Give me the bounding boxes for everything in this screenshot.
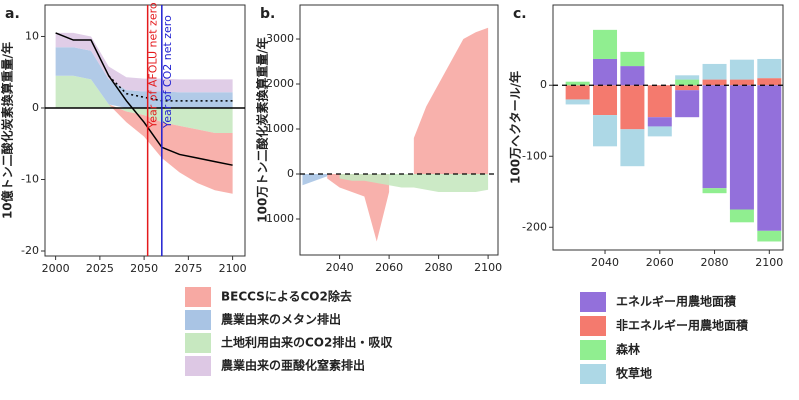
- line: [108, 75, 233, 102]
- y-axis-label: 100万トン二酸化炭素換算重量/年: [255, 37, 270, 222]
- bar: [593, 85, 618, 116]
- bar: [675, 75, 700, 80]
- bar: [647, 126, 672, 137]
- y-tick-label: -20: [21, 244, 39, 257]
- bar: [702, 79, 727, 86]
- bar: [757, 85, 782, 231]
- x-tick-label: 2060: [646, 256, 674, 269]
- x-tick-label: 2080: [425, 261, 453, 274]
- y-tick-label: 0: [32, 101, 39, 114]
- y-axis-label: 100万ヘクタール/年: [508, 71, 523, 184]
- area: [55, 47, 233, 108]
- bar: [565, 85, 590, 100]
- y-tick-label: -200: [522, 220, 547, 233]
- bar: [593, 29, 618, 59]
- bar: [675, 85, 700, 91]
- legend-label: BECCSによるCO2除去: [221, 289, 352, 304]
- marker-label: Year of AFOLU net zero: [147, 2, 160, 129]
- panel-label: b.: [260, 6, 275, 22]
- x-tick-label: 2080: [701, 256, 729, 269]
- bar: [620, 129, 645, 167]
- legend-swatch: [185, 310, 211, 330]
- x-tick-label: 2060: [375, 261, 403, 274]
- legend-label: 農業由来の亜酸化窒素排出: [221, 358, 365, 373]
- legend-label: 非エネルギー用農地面積: [616, 318, 749, 333]
- legend-label: 牧草地: [616, 366, 652, 381]
- bar: [675, 90, 700, 118]
- area: [55, 32, 233, 93]
- y-tick-label: 1000: [266, 212, 294, 225]
- bar: [593, 58, 618, 86]
- y-tick-label: 0: [540, 78, 547, 91]
- bar: [729, 79, 754, 86]
- bar: [565, 99, 590, 105]
- x-tick-label: 2075: [174, 262, 202, 275]
- y-tick-label: -100: [522, 149, 547, 162]
- x-tick-label: 2040: [326, 261, 354, 274]
- panel-label: c.: [513, 6, 527, 22]
- legend-swatch: [580, 340, 606, 360]
- area: [327, 27, 489, 242]
- bar: [647, 85, 672, 118]
- x-tick-label: 2000: [42, 262, 70, 275]
- bar: [729, 209, 754, 223]
- legend-label: 森林: [616, 342, 640, 357]
- legend-swatch: [185, 356, 211, 376]
- x-tick-label: 2040: [591, 256, 619, 269]
- y-tick-label: 1000: [266, 122, 294, 135]
- panel-label: a.: [5, 6, 20, 22]
- bar: [757, 78, 782, 86]
- bar: [729, 85, 754, 210]
- legend-label: エネルギー用農地面積: [616, 294, 737, 309]
- line: [55, 32, 233, 166]
- x-tick-label: 2100: [219, 262, 247, 275]
- bar: [702, 85, 727, 189]
- x-tick-label: 2050: [130, 262, 158, 275]
- area: [302, 174, 328, 186]
- bar: [757, 58, 782, 79]
- legend-label: 農業由来のメタン排出: [221, 312, 341, 327]
- bar: [647, 117, 672, 127]
- x-tick-label: 2100: [755, 256, 783, 269]
- area: [339, 174, 489, 193]
- bar: [620, 66, 645, 86]
- area: [55, 75, 233, 194]
- bar: [593, 115, 618, 147]
- legend-swatch: [185, 287, 211, 307]
- legend-label: 土地利用由来のCO2排出・吸収: [221, 335, 393, 350]
- bar: [620, 51, 645, 67]
- y-tick-label: 10: [25, 29, 39, 42]
- bar: [565, 81, 590, 86]
- area: [55, 75, 233, 134]
- y-tick-label: 3000: [266, 32, 294, 45]
- y-tick-label: 2000: [266, 77, 294, 90]
- bar: [757, 230, 782, 242]
- bar: [702, 63, 727, 80]
- y-tick-label: 0: [287, 167, 294, 180]
- legend-swatch: [580, 292, 606, 312]
- y-tick-label: -10: [21, 172, 39, 185]
- marker-label: Year of CO2 net zero: [161, 15, 174, 129]
- x-tick-label: 2025: [86, 262, 114, 275]
- bar: [675, 79, 700, 86]
- bar: [620, 85, 645, 130]
- legend-swatch: [580, 316, 606, 336]
- legend-swatch: [580, 364, 606, 384]
- bar: [702, 188, 727, 194]
- x-tick-label: 2100: [474, 261, 502, 274]
- bar: [729, 59, 754, 80]
- legend-swatch: [185, 333, 211, 353]
- y-axis-label: 10億トン二酸化炭素換算重量/年: [0, 42, 15, 219]
